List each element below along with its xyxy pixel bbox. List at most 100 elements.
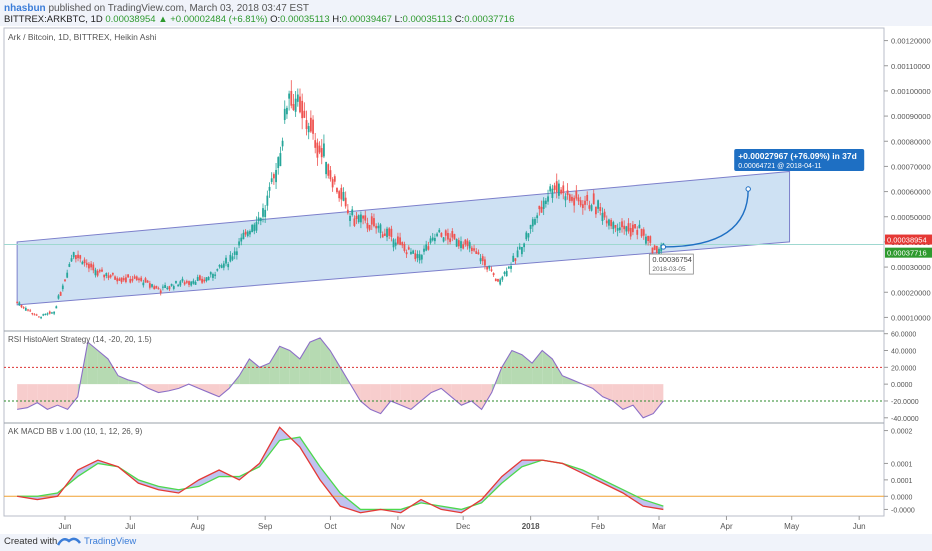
candle-body bbox=[111, 272, 114, 275]
candle-body bbox=[340, 187, 343, 200]
candle-body bbox=[309, 117, 312, 132]
candle-body bbox=[368, 224, 371, 230]
candle-body bbox=[253, 224, 256, 232]
candle-body bbox=[444, 230, 447, 236]
candle-body bbox=[499, 279, 502, 285]
author-link[interactable]: nhasbun bbox=[4, 3, 46, 14]
rsi-area bbox=[360, 384, 371, 410]
candle-body bbox=[353, 218, 356, 226]
rsi-area bbox=[299, 342, 310, 385]
candle-body bbox=[523, 243, 525, 248]
candle-body bbox=[24, 308, 27, 311]
candle-body bbox=[349, 215, 351, 221]
candle-body bbox=[527, 233, 530, 238]
candle-body bbox=[118, 278, 121, 281]
rsi-area bbox=[57, 384, 68, 410]
projection-start-point bbox=[660, 244, 667, 250]
candle-body bbox=[379, 224, 382, 234]
candle-body bbox=[283, 108, 286, 121]
chart-svg[interactable]: 0.00120000 0.00110000 0.00100000 0.00090000… bbox=[0, 26, 932, 534]
candle-body bbox=[46, 313, 49, 315]
candle-body bbox=[329, 170, 332, 180]
candle-body bbox=[373, 218, 375, 227]
candle-body bbox=[181, 278, 184, 282]
candle-body bbox=[555, 181, 558, 193]
candle-body bbox=[98, 269, 101, 272]
chart-area[interactable]: 0.00120000 0.00110000 0.00100000 0.00090000… bbox=[0, 26, 932, 534]
candle-body bbox=[579, 200, 582, 206]
candle-body bbox=[481, 256, 484, 262]
candle-body bbox=[122, 278, 125, 281]
candle-body bbox=[155, 285, 158, 289]
y-tick-label: 0.00100000 bbox=[891, 87, 931, 96]
candle-body bbox=[357, 215, 360, 223]
candle-body bbox=[227, 263, 230, 268]
candle-body bbox=[333, 176, 336, 182]
price-change: +0.00002484 (+6.81%) bbox=[170, 14, 268, 25]
candle-body bbox=[423, 248, 425, 252]
candle-body bbox=[281, 140, 284, 147]
candle-body bbox=[647, 236, 650, 241]
candle-body bbox=[625, 226, 628, 232]
candle-body bbox=[133, 276, 136, 279]
candle-body bbox=[314, 140, 317, 148]
candle-body bbox=[621, 221, 623, 228]
rsi-area bbox=[562, 375, 573, 385]
rsi-area bbox=[47, 384, 58, 410]
candle-body bbox=[544, 200, 547, 204]
candle-body bbox=[164, 285, 166, 288]
candle-body bbox=[377, 225, 380, 229]
rsi-area bbox=[330, 350, 341, 385]
candle-body bbox=[318, 145, 321, 153]
candle-body bbox=[655, 245, 658, 253]
candle-body bbox=[597, 200, 599, 209]
candle-body bbox=[299, 96, 301, 113]
candle-body bbox=[623, 225, 626, 230]
candle-body bbox=[616, 228, 619, 231]
candle-body bbox=[344, 197, 347, 207]
candle-body bbox=[595, 206, 597, 215]
candle-body bbox=[81, 261, 84, 265]
candle-body bbox=[307, 126, 310, 133]
open-label: O: bbox=[270, 14, 281, 25]
candle-body bbox=[475, 251, 478, 254]
candle-body bbox=[425, 244, 428, 251]
candle-body bbox=[125, 277, 127, 283]
candle-body bbox=[410, 251, 412, 254]
candle-body bbox=[16, 301, 19, 303]
tradingview-logo-icon bbox=[56, 534, 82, 551]
candle-body bbox=[399, 237, 401, 245]
close-label: C: bbox=[454, 14, 465, 25]
candle-body bbox=[447, 232, 449, 240]
rsi-area bbox=[602, 384, 613, 401]
candle-body bbox=[131, 278, 134, 281]
rsi-area bbox=[27, 384, 38, 408]
candle-body bbox=[490, 269, 493, 271]
candle-body bbox=[525, 232, 528, 240]
candle-body bbox=[370, 216, 373, 225]
candle-body bbox=[292, 104, 295, 111]
candle-body bbox=[501, 276, 504, 280]
rsi-area bbox=[461, 384, 472, 406]
candle-body bbox=[109, 275, 112, 278]
candle-body bbox=[20, 304, 23, 308]
candle-body bbox=[518, 246, 521, 250]
candle-body bbox=[72, 252, 75, 258]
tradingview-brand[interactable]: TradingView bbox=[84, 536, 137, 547]
parallel-channel bbox=[16, 170, 791, 306]
candle-body bbox=[362, 215, 364, 219]
candle-body bbox=[296, 94, 299, 102]
candle-body bbox=[305, 120, 308, 130]
candle-body bbox=[129, 278, 132, 283]
y-tick-label: 0.00010000 bbox=[891, 313, 931, 322]
open-value: 0.00035113 bbox=[280, 14, 330, 25]
candle-body bbox=[636, 229, 639, 235]
macd-tick-label: 0.0002 bbox=[891, 429, 913, 436]
candle-body bbox=[255, 222, 258, 231]
candle-body bbox=[101, 269, 103, 272]
candle-body bbox=[629, 227, 632, 237]
rsi-area bbox=[552, 358, 563, 385]
candle-body bbox=[464, 239, 467, 245]
candle-body bbox=[262, 208, 264, 217]
candle-body bbox=[251, 224, 254, 233]
